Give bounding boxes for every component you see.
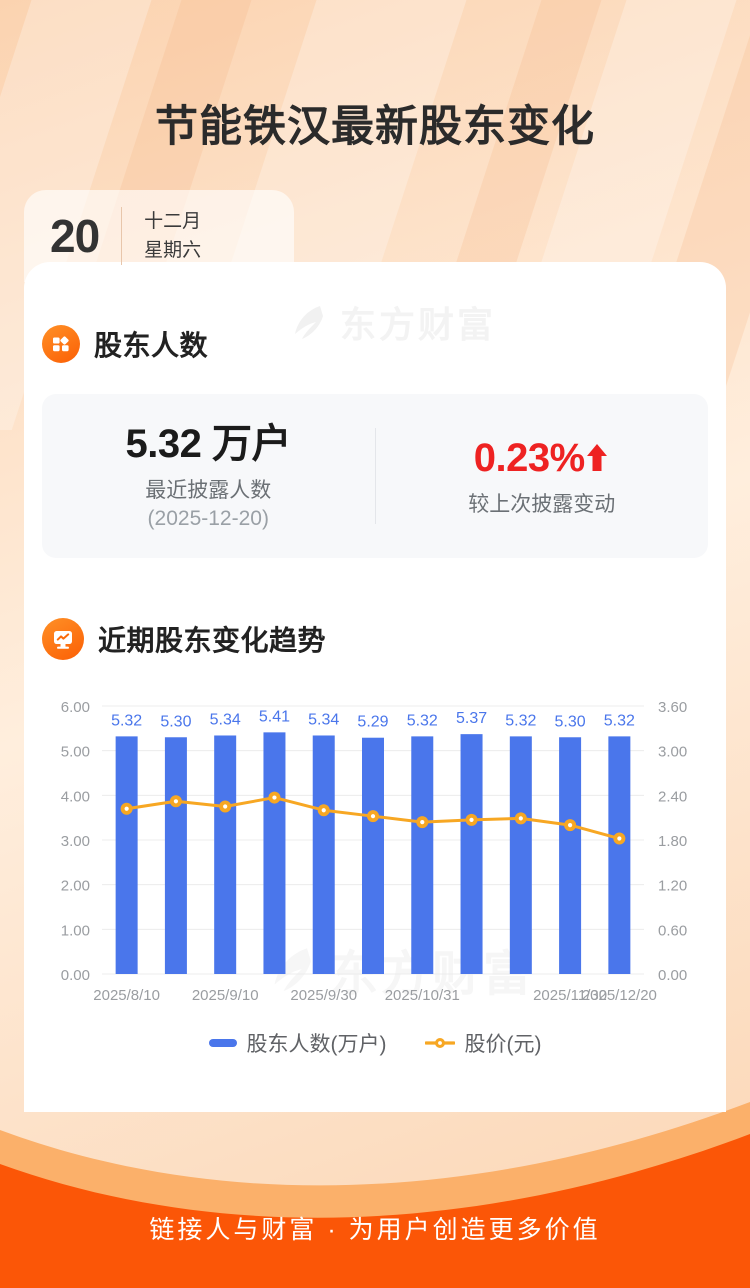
chart-monitor-icon	[42, 618, 84, 660]
legend-label-price: 股价(元)	[464, 1033, 542, 1056]
legend-item-price[interactable]: 股价(元)	[424, 1028, 542, 1058]
svg-text:0.00: 0.00	[658, 967, 687, 984]
arrow-up-icon	[586, 443, 607, 471]
section-title: 股东人数	[94, 330, 209, 361]
svg-text:0.00: 0.00	[61, 967, 90, 984]
svg-text:1.20: 1.20	[658, 878, 687, 895]
date-chip: 20 十二月 星期六	[24, 190, 294, 282]
svg-text:3.00: 3.00	[658, 744, 687, 761]
holders-change-stat: 0.23% 较上次披露变动	[376, 433, 709, 519]
date-weekday: 星期六	[144, 239, 202, 261]
section-header-holders: 股东人数	[42, 324, 208, 364]
latest-holders-label: 最近披露人数	[145, 478, 272, 502]
svg-text:4.00: 4.00	[61, 788, 90, 805]
svg-text:5.32: 5.32	[604, 712, 635, 729]
svg-text:2025/8/10: 2025/8/10	[93, 987, 160, 1004]
grid-icon	[42, 325, 80, 363]
svg-text:2025/12/20: 2025/12/20	[582, 987, 657, 1004]
svg-text:5.30: 5.30	[555, 713, 586, 730]
main-content-card: 东方财富 东方财富 股东人数 5.32 万户 最近披露人数 (2025-12-2…	[24, 262, 726, 1112]
svg-text:2025/10/31: 2025/10/31	[385, 987, 460, 1004]
dongfang-logo-icon	[295, 306, 323, 339]
section-header-trend: 近期股东变化趋势	[42, 618, 326, 660]
holders-change-value: 0.23%	[473, 435, 585, 480]
svg-text:5.29: 5.29	[357, 714, 388, 731]
svg-text:0.60: 0.60	[658, 922, 687, 939]
latest-holders-value: 5.32 万户	[125, 421, 292, 466]
latest-holders-stat: 5.32 万户 最近披露人数 (2025-12-20)	[42, 419, 375, 534]
date-divider	[121, 207, 123, 265]
svg-text:2.00: 2.00	[61, 878, 90, 895]
svg-text:2025/11/30: 2025/11/30	[533, 987, 607, 1004]
date-day: 20	[50, 210, 100, 262]
legend-bar-swatch	[208, 1039, 237, 1047]
svg-text:6.00: 6.00	[61, 699, 90, 716]
svg-text:5.32: 5.32	[407, 712, 438, 729]
watermark-top: 东方财富	[290, 296, 496, 348]
svg-text:1.80: 1.80	[658, 833, 687, 850]
svg-text:5.37: 5.37	[456, 710, 487, 727]
legend-item-holders[interactable]: 股东人数(万户)	[208, 1028, 387, 1058]
svg-text:2.40: 2.40	[658, 788, 687, 805]
chart-svg: 6.00 3.60 5.00 3.00 4.00 2.40 3.00 1.80 2.00 1.20…	[61, 699, 687, 1004]
svg-text:5.32: 5.32	[111, 712, 142, 729]
footer-slogan: 链接人与财富 · 为用户创造更多价值	[149, 1216, 601, 1244]
date-month: 十二月	[144, 210, 202, 232]
chart-legend: 股东人数(万户) 股价(元)	[24, 1028, 726, 1058]
svg-text:5.34: 5.34	[308, 711, 339, 728]
svg-text:5.32: 5.32	[505, 712, 536, 729]
svg-text:5.34: 5.34	[210, 711, 241, 728]
holders-trend-chart: 6.00 3.60 5.00 3.00 4.00 2.40 3.00 1.80 2.00 1.20…	[24, 686, 726, 1086]
holders-change-label: 较上次披露变动	[468, 492, 616, 516]
svg-text:2025/9/10: 2025/9/10	[192, 987, 259, 1004]
svg-text:3.00: 3.00	[61, 833, 90, 850]
page-title: 节能铁汉最新股东变化	[155, 103, 595, 151]
svg-text:5.41: 5.41	[259, 708, 290, 725]
svg-text:1.00: 1.00	[61, 922, 90, 939]
svg-text:5.00: 5.00	[61, 744, 90, 761]
holders-change-value-wrap: 0.23%	[474, 433, 610, 483]
svg-text:2025/9/30: 2025/9/30	[290, 987, 357, 1004]
svg-text:3.60: 3.60	[658, 699, 687, 716]
watermark-text: 东方财富	[340, 304, 497, 345]
section-title: 近期股东变化趋势	[98, 625, 327, 656]
holders-stats-panel: 5.32 万户 最近披露人数 (2025-12-20) 0.23% 较上次披露变…	[42, 394, 708, 558]
stats-divider	[374, 428, 376, 524]
legend-label-holders: 股东人数(万户)	[246, 1033, 387, 1056]
svg-text:5.30: 5.30	[160, 713, 191, 730]
latest-holders-date: (2025-12-20)	[147, 507, 269, 530]
legend-line-swatch	[424, 1038, 455, 1048]
